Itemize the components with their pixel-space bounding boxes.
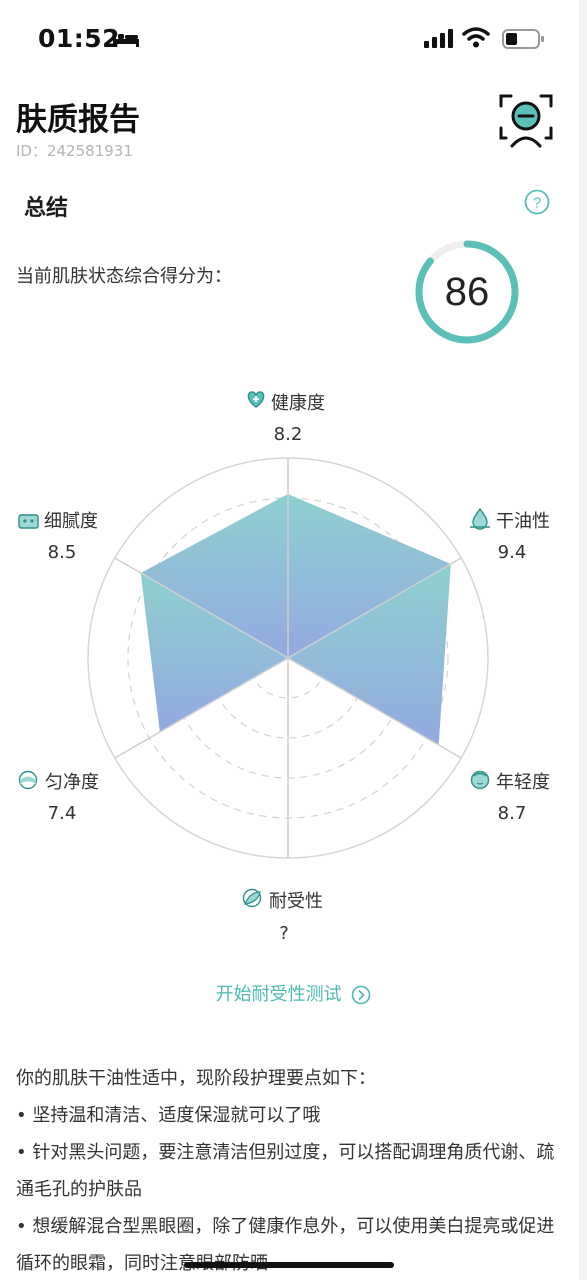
axis-value: 8.2 bbox=[274, 424, 303, 445]
face-age-icon bbox=[470, 770, 490, 790]
axis-label-tolerance: 耐受性 ? bbox=[242, 888, 323, 944]
heart-icon bbox=[247, 391, 265, 408]
advice-intro: 你的肌肤干油性适中，现阶段护理要点如下： bbox=[16, 1068, 376, 1089]
score-value: 86 bbox=[444, 270, 490, 314]
axis-label-youthfulness: 年轻度 8.7 bbox=[470, 770, 550, 824]
radar-value-wedge bbox=[288, 564, 451, 745]
bed-icon bbox=[113, 32, 139, 47]
chevron-right-circle-icon bbox=[352, 985, 371, 1005]
axis-value: 9.4 bbox=[498, 542, 527, 563]
axis-value: ? bbox=[279, 923, 289, 944]
score-arc bbox=[415, 240, 519, 344]
user-id: ID：242581931 bbox=[16, 142, 133, 160]
face-tone-icon bbox=[18, 770, 38, 790]
page-title: 肤质报告 bbox=[16, 102, 140, 138]
advice-item: • 坚持温和清洁、适度保湿就可以了哦 bbox=[16, 1105, 321, 1126]
wifi-icon bbox=[462, 27, 490, 48]
radar-value-wedge bbox=[140, 573, 288, 732]
droplet-icon bbox=[470, 507, 490, 530]
score-label: 当前肌肤状态综合得分为： bbox=[16, 266, 232, 287]
axis-value: 8.5 bbox=[48, 542, 77, 563]
axis-name: 匀净度 bbox=[45, 772, 99, 793]
home-indicator bbox=[184, 1262, 394, 1268]
radar-spoke bbox=[287, 657, 462, 759]
status-bar: 01:52 bbox=[0, 0, 587, 80]
battery-icon bbox=[502, 29, 544, 49]
face-scan-button[interactable] bbox=[498, 92, 554, 148]
summary-heading: 总结 bbox=[24, 196, 69, 221]
axis-name: 年轻度 bbox=[496, 772, 550, 793]
advice-section: 你的肌肤干油性适中，现阶段护理要点如下： • 坚持温和清洁、适度保湿就可以了哦 … bbox=[16, 1060, 566, 1282]
axis-label-oiliness: 干油性 9.4 bbox=[470, 507, 550, 563]
axis-name: 细腻度 bbox=[44, 511, 98, 532]
radar-chart: 健康度 8.2 干油性 9.4 年轻度 8.7 耐受性 ? 匀净度 7.4 bbox=[18, 391, 550, 944]
axis-value: 8.7 bbox=[498, 803, 527, 824]
radar-value-wedge bbox=[140, 494, 288, 658]
svg-text:?: ? bbox=[533, 195, 541, 212]
pores-icon bbox=[18, 514, 39, 529]
radar-spoke bbox=[114, 657, 289, 759]
radar-spoke bbox=[114, 557, 289, 659]
axis-value: 7.4 bbox=[48, 803, 77, 824]
test-link-label: 开始耐受性测试 bbox=[215, 984, 342, 1005]
right-edge-strip bbox=[579, 0, 587, 1280]
axis-label-fineness: 细腻度 8.5 bbox=[18, 511, 98, 563]
cellular-signal-icon bbox=[424, 29, 453, 48]
score-ring bbox=[415, 240, 519, 344]
advice-item: • 针对黑头问题，要注意清洁但别过度，可以搭配调理角质代谢、疏通毛孔的护肤品 bbox=[16, 1142, 555, 1200]
radar-value-wedge bbox=[288, 494, 451, 658]
radar-spoke bbox=[287, 557, 462, 659]
start-tolerance-test-link[interactable]: 开始耐受性测试 bbox=[0, 980, 587, 1006]
axis-name: 健康度 bbox=[271, 393, 325, 414]
axis-name: 耐受性 bbox=[269, 891, 323, 912]
advice-item: • 想缓解混合型黑眼圈，除了健康作息外，可以使用美白提亮或促进循环的眼霜，同时注… bbox=[16, 1216, 555, 1274]
axis-label-evenness: 匀净度 7.4 bbox=[18, 770, 99, 824]
axis-name: 干油性 bbox=[496, 511, 550, 532]
help-icon[interactable]: ? bbox=[524, 189, 550, 215]
leaf-icon bbox=[242, 888, 262, 908]
axis-label-health: 健康度 8.2 bbox=[247, 391, 325, 445]
status-time: 01:52 bbox=[38, 24, 121, 53]
